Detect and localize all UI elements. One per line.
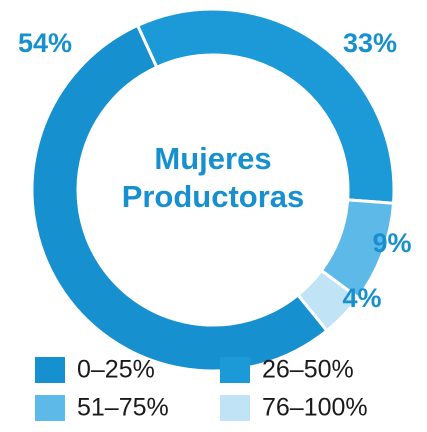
chart-title: Mujeres Productoras bbox=[121, 141, 305, 214]
slice bbox=[30, 23, 330, 373]
legend-swatch bbox=[220, 395, 250, 421]
value-label: 9% bbox=[372, 228, 411, 258]
slice bbox=[135, 7, 396, 205]
legend-label: 0–25% bbox=[77, 356, 155, 384]
value-label: 33% bbox=[343, 28, 397, 58]
legend-swatch bbox=[220, 357, 250, 383]
value-label: 4% bbox=[342, 283, 381, 313]
legend-swatch bbox=[35, 395, 65, 421]
legend-label: 26–50% bbox=[262, 356, 354, 384]
legend-label: 51–75% bbox=[77, 394, 169, 422]
slice bbox=[295, 268, 361, 333]
legend-label: 76–100% bbox=[262, 394, 368, 422]
value-label: 54% bbox=[18, 28, 72, 58]
legend-swatch bbox=[35, 357, 65, 383]
